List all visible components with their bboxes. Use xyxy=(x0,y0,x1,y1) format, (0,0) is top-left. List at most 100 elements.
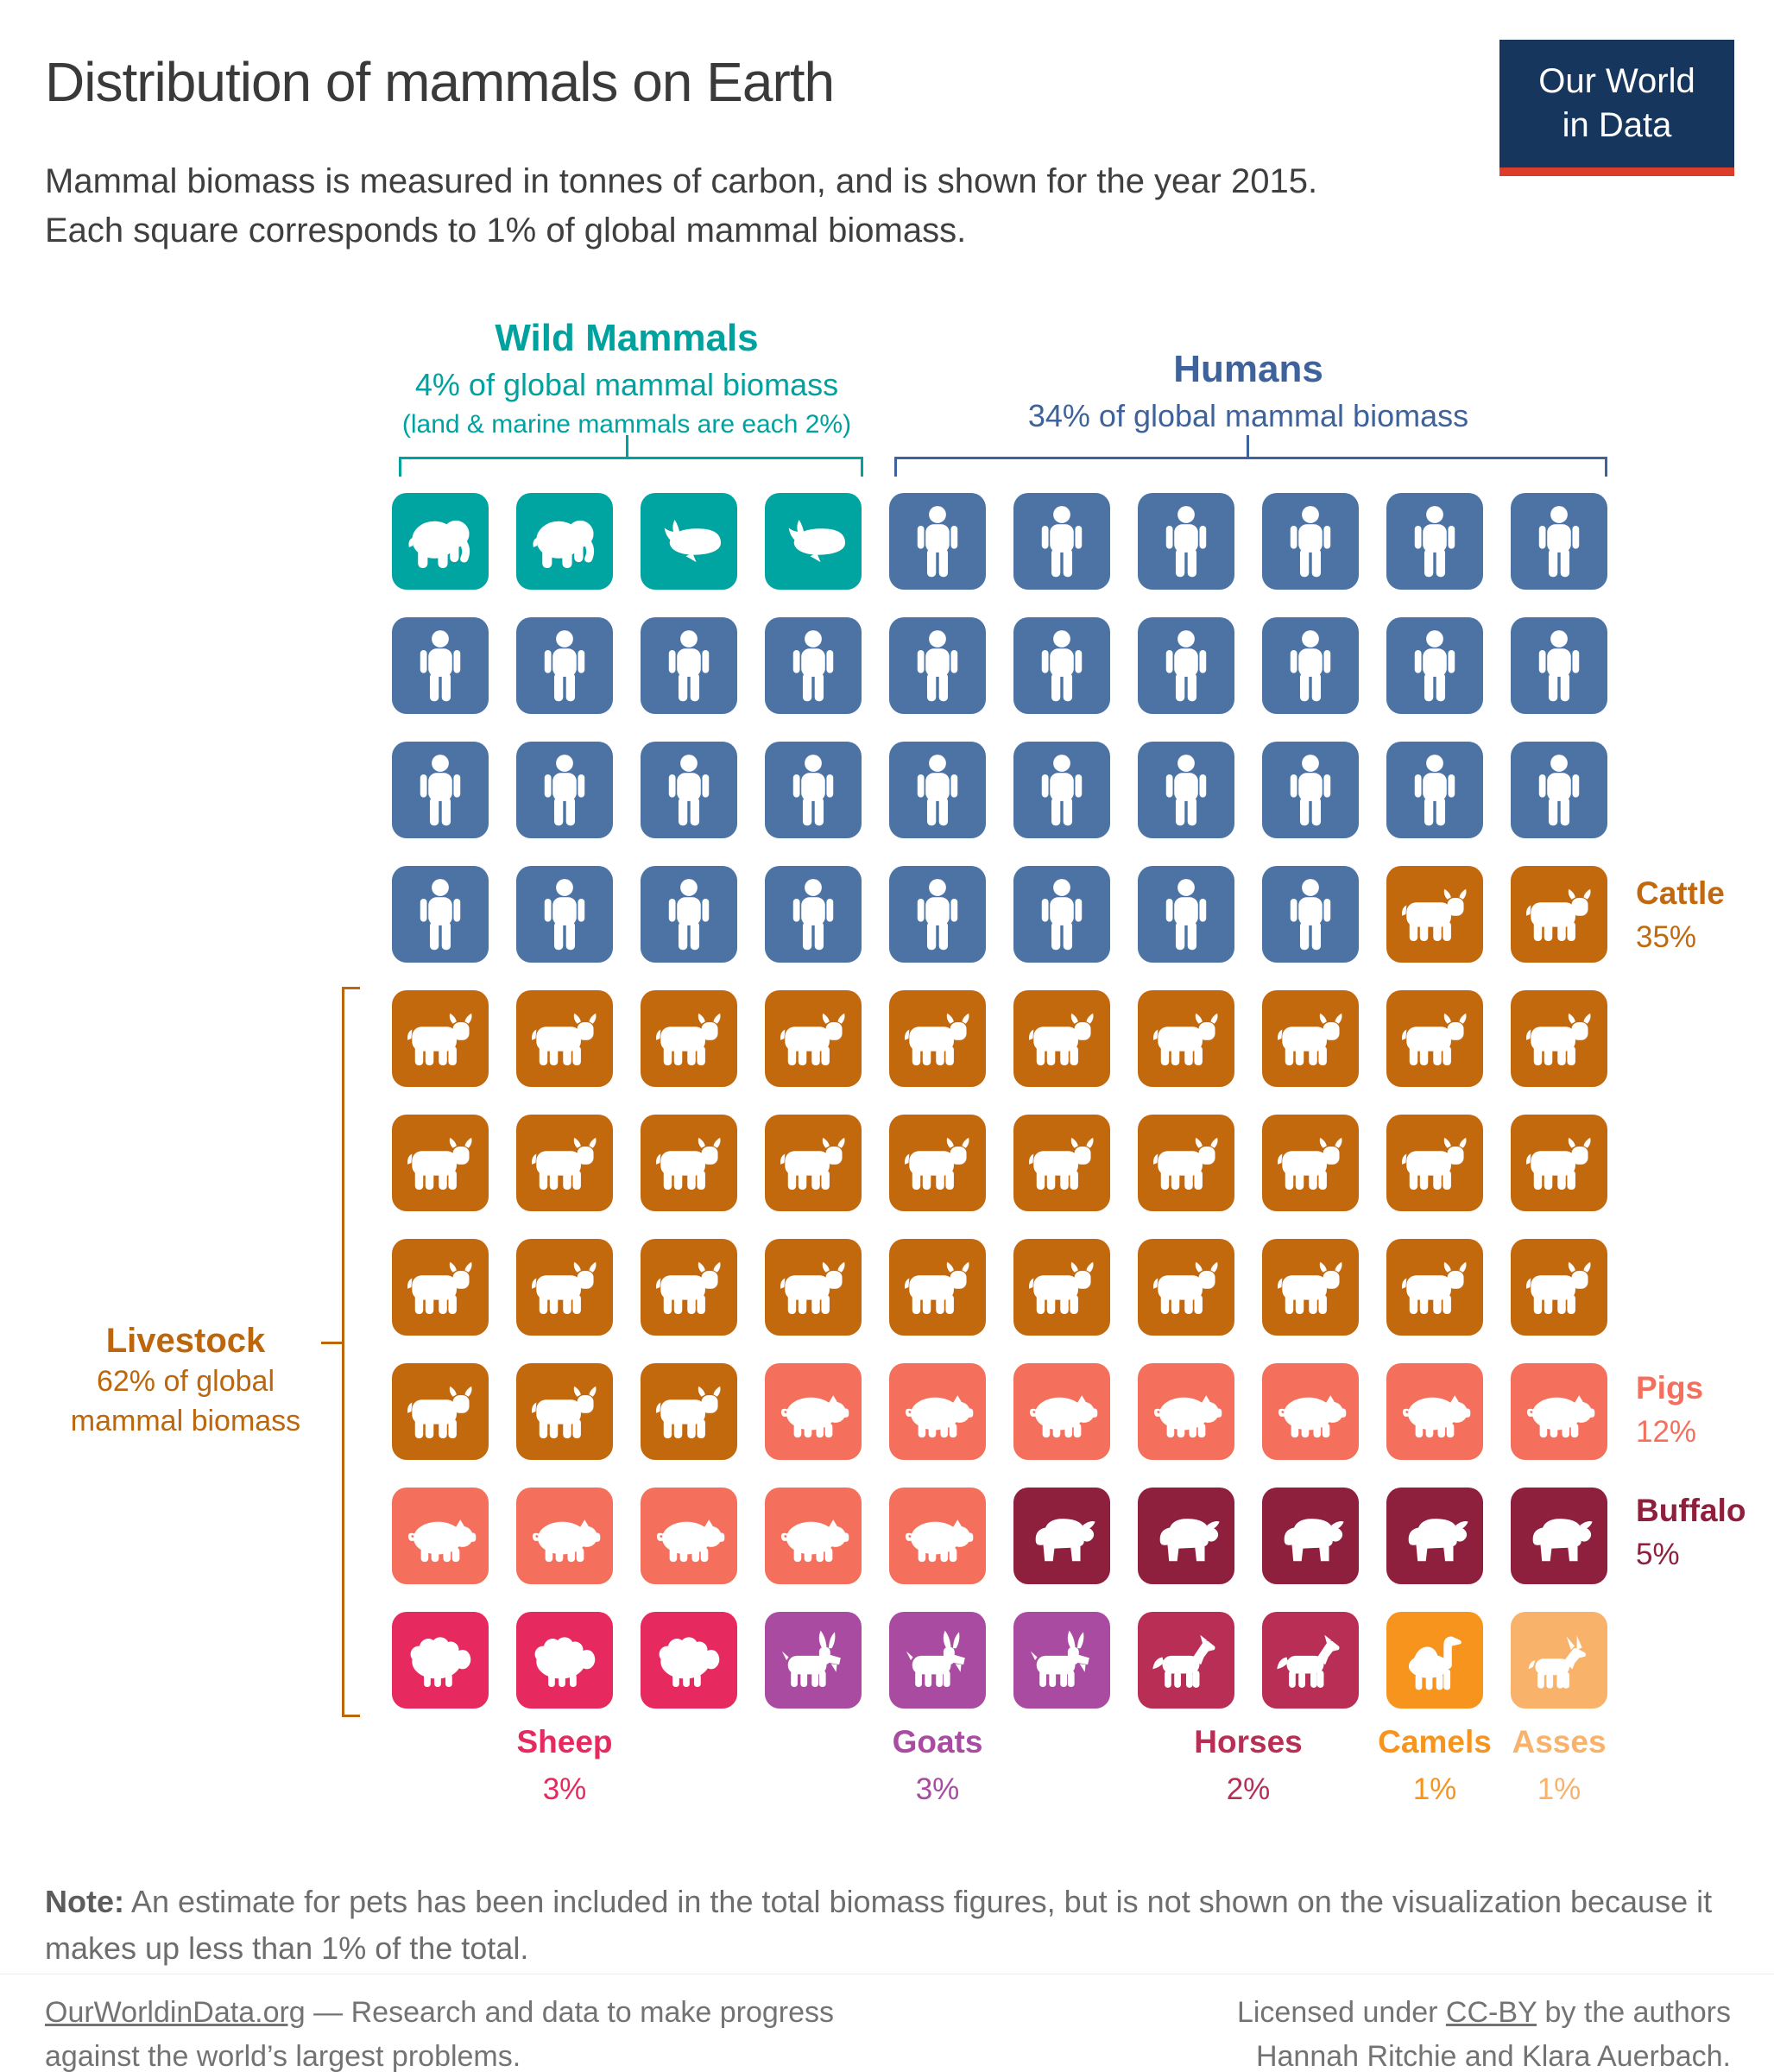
buffalo-icon xyxy=(1025,1499,1099,1573)
footer-right: Licensed under CC-BY by the authors Hann… xyxy=(1237,1991,1731,2072)
cattle-icon xyxy=(1398,1001,1472,1076)
cell-person xyxy=(392,866,489,963)
cell-cattle xyxy=(1138,990,1234,1087)
cell-pig xyxy=(1386,1363,1483,1460)
cell-cattle xyxy=(1138,1115,1234,1211)
cell-person xyxy=(641,742,737,838)
cattle-icon xyxy=(1398,877,1472,951)
owid-logo-line2: in Data xyxy=(1562,106,1672,144)
cell-sheep xyxy=(641,1612,737,1709)
cattle-icon xyxy=(1273,1001,1348,1076)
cell-cattle xyxy=(392,990,489,1087)
cell-cattle xyxy=(641,1115,737,1211)
cell-person xyxy=(1138,866,1234,963)
person-icon xyxy=(1149,504,1223,578)
owid-link[interactable]: OurWorldinData.org xyxy=(45,1996,306,2029)
cell-cattle xyxy=(1262,990,1359,1087)
cell-cattle xyxy=(1013,1239,1110,1336)
livestock-title: Livestock xyxy=(105,1322,266,1360)
cell-cattle xyxy=(1262,1239,1359,1336)
footer-left-line1: OurWorldinData.org — Research and data t… xyxy=(45,1991,834,2035)
person-icon xyxy=(527,629,602,703)
person-icon xyxy=(403,753,477,827)
horses-label-pct: 2% xyxy=(1226,1772,1271,1807)
cattle-label-pct: 35% xyxy=(1636,920,1697,955)
cell-pig xyxy=(1511,1363,1607,1460)
cell-cattle xyxy=(641,1239,737,1336)
cell-person xyxy=(1511,493,1607,590)
cattle-icon xyxy=(1149,1126,1223,1200)
wild-mammals-title: Wild Mammals xyxy=(495,317,759,359)
person-icon xyxy=(1273,504,1348,578)
cattle-icon xyxy=(900,1001,975,1076)
cattle-label-title: Cattle xyxy=(1636,875,1725,911)
page-subtitle: Mammal biomass is measured in tonnes of … xyxy=(45,162,1318,250)
person-icon xyxy=(1025,877,1099,951)
pig-icon xyxy=(1025,1374,1099,1449)
cell-cattle xyxy=(1511,866,1607,963)
cattle-icon xyxy=(403,1374,477,1449)
cell-person xyxy=(765,617,862,714)
camels-label-pct: 1% xyxy=(1412,1772,1457,1807)
cell-pig xyxy=(765,1488,862,1584)
person-icon xyxy=(1522,753,1596,827)
buffalo-icon xyxy=(1149,1499,1223,1573)
cattle-icon xyxy=(776,1250,850,1324)
pig-icon xyxy=(900,1499,975,1573)
cell-person xyxy=(1386,617,1483,714)
elephant-icon xyxy=(527,504,602,578)
cattle-icon xyxy=(652,1374,726,1449)
sheep-icon xyxy=(527,1623,602,1697)
pig-icon xyxy=(776,1499,850,1573)
sheep-label-title: Sheep xyxy=(516,1724,613,1759)
cell-whale xyxy=(641,493,737,590)
footer-left: OurWorldinData.org — Research and data t… xyxy=(45,1991,834,2072)
camels-label-title: Camels xyxy=(1378,1724,1492,1759)
asses-label-pct: 1% xyxy=(1537,1772,1581,1807)
cc-by-link[interactable]: CC-BY xyxy=(1445,1996,1537,2029)
cell-buffalo xyxy=(1511,1488,1607,1584)
person-icon xyxy=(776,877,850,951)
cell-cattle xyxy=(1013,1115,1110,1211)
cell-cattle xyxy=(1138,1239,1234,1336)
goat-icon xyxy=(776,1623,850,1697)
cell-pig xyxy=(1138,1363,1234,1460)
waffle-grid xyxy=(392,493,1607,1709)
cell-pig xyxy=(889,1488,986,1584)
person-icon xyxy=(1522,504,1596,578)
livestock-header: Livestock 62% of global mammal biomass xyxy=(43,1319,328,1442)
cattle-icon xyxy=(652,1001,726,1076)
cattle-icon xyxy=(527,1126,602,1200)
person-icon xyxy=(1149,877,1223,951)
goat-icon xyxy=(900,1623,975,1697)
sheep-icon xyxy=(403,1623,477,1697)
cell-person xyxy=(889,742,986,838)
cell-cattle xyxy=(1262,1115,1359,1211)
humans-bracket-stem xyxy=(1247,435,1249,457)
cell-person xyxy=(1138,617,1234,714)
cell-cattle xyxy=(765,1239,862,1336)
cell-person xyxy=(641,866,737,963)
cell-person xyxy=(889,493,986,590)
horse-icon xyxy=(1149,1623,1223,1697)
cell-cattle xyxy=(392,1363,489,1460)
goat-icon xyxy=(1025,1623,1099,1697)
footer-license-post: by the authors xyxy=(1537,1996,1731,2029)
pig-icon xyxy=(900,1374,975,1449)
cattle-icon xyxy=(1522,1001,1596,1076)
pigs-label-pct: 12% xyxy=(1636,1415,1697,1450)
person-icon xyxy=(403,877,477,951)
cell-camel xyxy=(1386,1612,1483,1709)
cell-person xyxy=(1262,493,1359,590)
cell-cattle xyxy=(1386,866,1483,963)
cell-person xyxy=(516,617,613,714)
livestock-bracket xyxy=(342,987,360,1717)
person-icon xyxy=(1273,629,1348,703)
cell-pig xyxy=(889,1363,986,1460)
sheep-icon xyxy=(652,1623,726,1697)
cell-person xyxy=(889,866,986,963)
cattle-icon xyxy=(527,1374,602,1449)
cell-cattle xyxy=(889,990,986,1087)
person-icon xyxy=(527,753,602,827)
